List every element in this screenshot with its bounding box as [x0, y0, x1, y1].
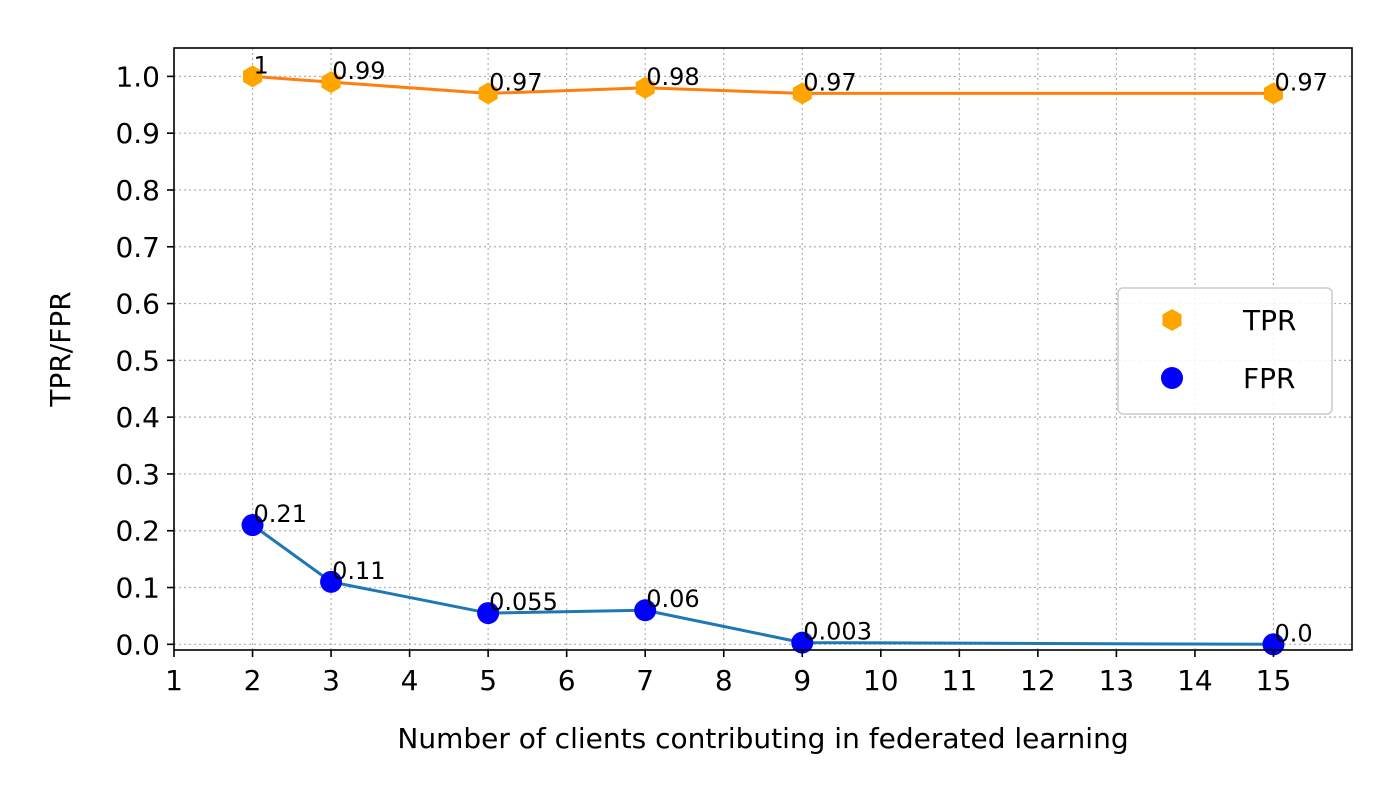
legend-fpr-label: FPR: [1243, 362, 1295, 395]
tpr-point: [321, 71, 341, 94]
y-tick-label: 0.4: [115, 401, 160, 434]
tpr-data-label: 0.98: [646, 63, 699, 91]
fpr-point: [320, 570, 343, 593]
y-tick-label: 0.1: [115, 572, 160, 605]
x-tick-label: 7: [636, 664, 654, 697]
fpr-data-label: 0.003: [803, 618, 872, 646]
tpr-data-label: 0.97: [489, 68, 542, 96]
fpr-data-label: 0.055: [489, 588, 558, 616]
y-tick-label: 0.7: [115, 231, 160, 264]
tpr-line: [252, 74, 1274, 95]
series-layer: 1 0.99 0.97 0.98 0.97 0.97 0.21 0.11 0.055 0.06 0.…: [241, 51, 1328, 656]
y-tick-label: 0.8: [115, 174, 160, 207]
fpr-data-label: 0.11: [332, 557, 385, 585]
y-tick-label: 0.6: [115, 288, 160, 321]
y-tick-label: 0.2: [115, 515, 160, 548]
y-tick-label: 0.9: [115, 117, 160, 150]
x-tick-label: 13: [1099, 664, 1135, 697]
tpr-data-label: 1: [254, 51, 269, 79]
x-tick-label: 10: [863, 664, 899, 697]
x-tick-label: 12: [1020, 664, 1056, 697]
x-tick-label: 11: [942, 664, 978, 697]
tpr-point: [635, 76, 655, 99]
legend-tpr-label: TPR: [1242, 304, 1296, 337]
tpr-data-label: 0.97: [803, 68, 856, 96]
tpr-data-label: 0.99: [332, 57, 385, 85]
x-tick-label: 15: [1256, 664, 1292, 697]
y-tick-label: 0.5: [115, 344, 160, 377]
fpr-data-label: 0.21: [254, 500, 307, 528]
fpr-data-label: 0.0: [1274, 619, 1312, 647]
fpr-point: [791, 631, 814, 654]
tpr-data-label: 0.97: [1274, 68, 1327, 96]
tpr-point: [792, 82, 812, 105]
x-tick-label: 3: [322, 664, 340, 697]
tpr-point: [478, 82, 498, 105]
fpr-line: [251, 523, 1274, 646]
fpr-point: [634, 599, 657, 622]
fpr-point: [477, 602, 500, 625]
plot-frame: [173, 47, 1353, 651]
y-tick-label: 0.0: [115, 628, 160, 661]
x-tick-label: 8: [715, 664, 733, 697]
x-tick-label: 1: [165, 664, 183, 697]
x-tick-label: 14: [1177, 664, 1213, 697]
fpr-data-label: 0.06: [646, 585, 699, 613]
x-tick-label: 5: [479, 664, 497, 697]
x-tick-label: 2: [244, 664, 262, 697]
x-axis-label: Number of clients contributing in federa…: [397, 722, 1128, 755]
axis-ticks: 1 2 3 4 5 6 7 8 9 10 11 12 13 14 150.00.10.20.30.40.50…: [115, 60, 1291, 697]
x-tick-label: 6: [558, 664, 576, 697]
legend-box: [1117, 287, 1333, 415]
tpr-point: [243, 65, 263, 88]
legend-tpr-marker: [1162, 309, 1182, 331]
tpr-point: [1263, 82, 1283, 105]
fpr-point: [241, 514, 264, 537]
x-tick-label: 4: [401, 664, 419, 697]
y-axis-label: TPR/FPR: [44, 291, 77, 407]
legend: TPR FPR: [1117, 287, 1333, 415]
y-tick-label: 0.3: [115, 458, 160, 491]
y-tick-label: 1.0: [115, 60, 160, 93]
x-tick-label: 9: [793, 664, 811, 697]
legend-fpr-marker: [1161, 367, 1183, 389]
